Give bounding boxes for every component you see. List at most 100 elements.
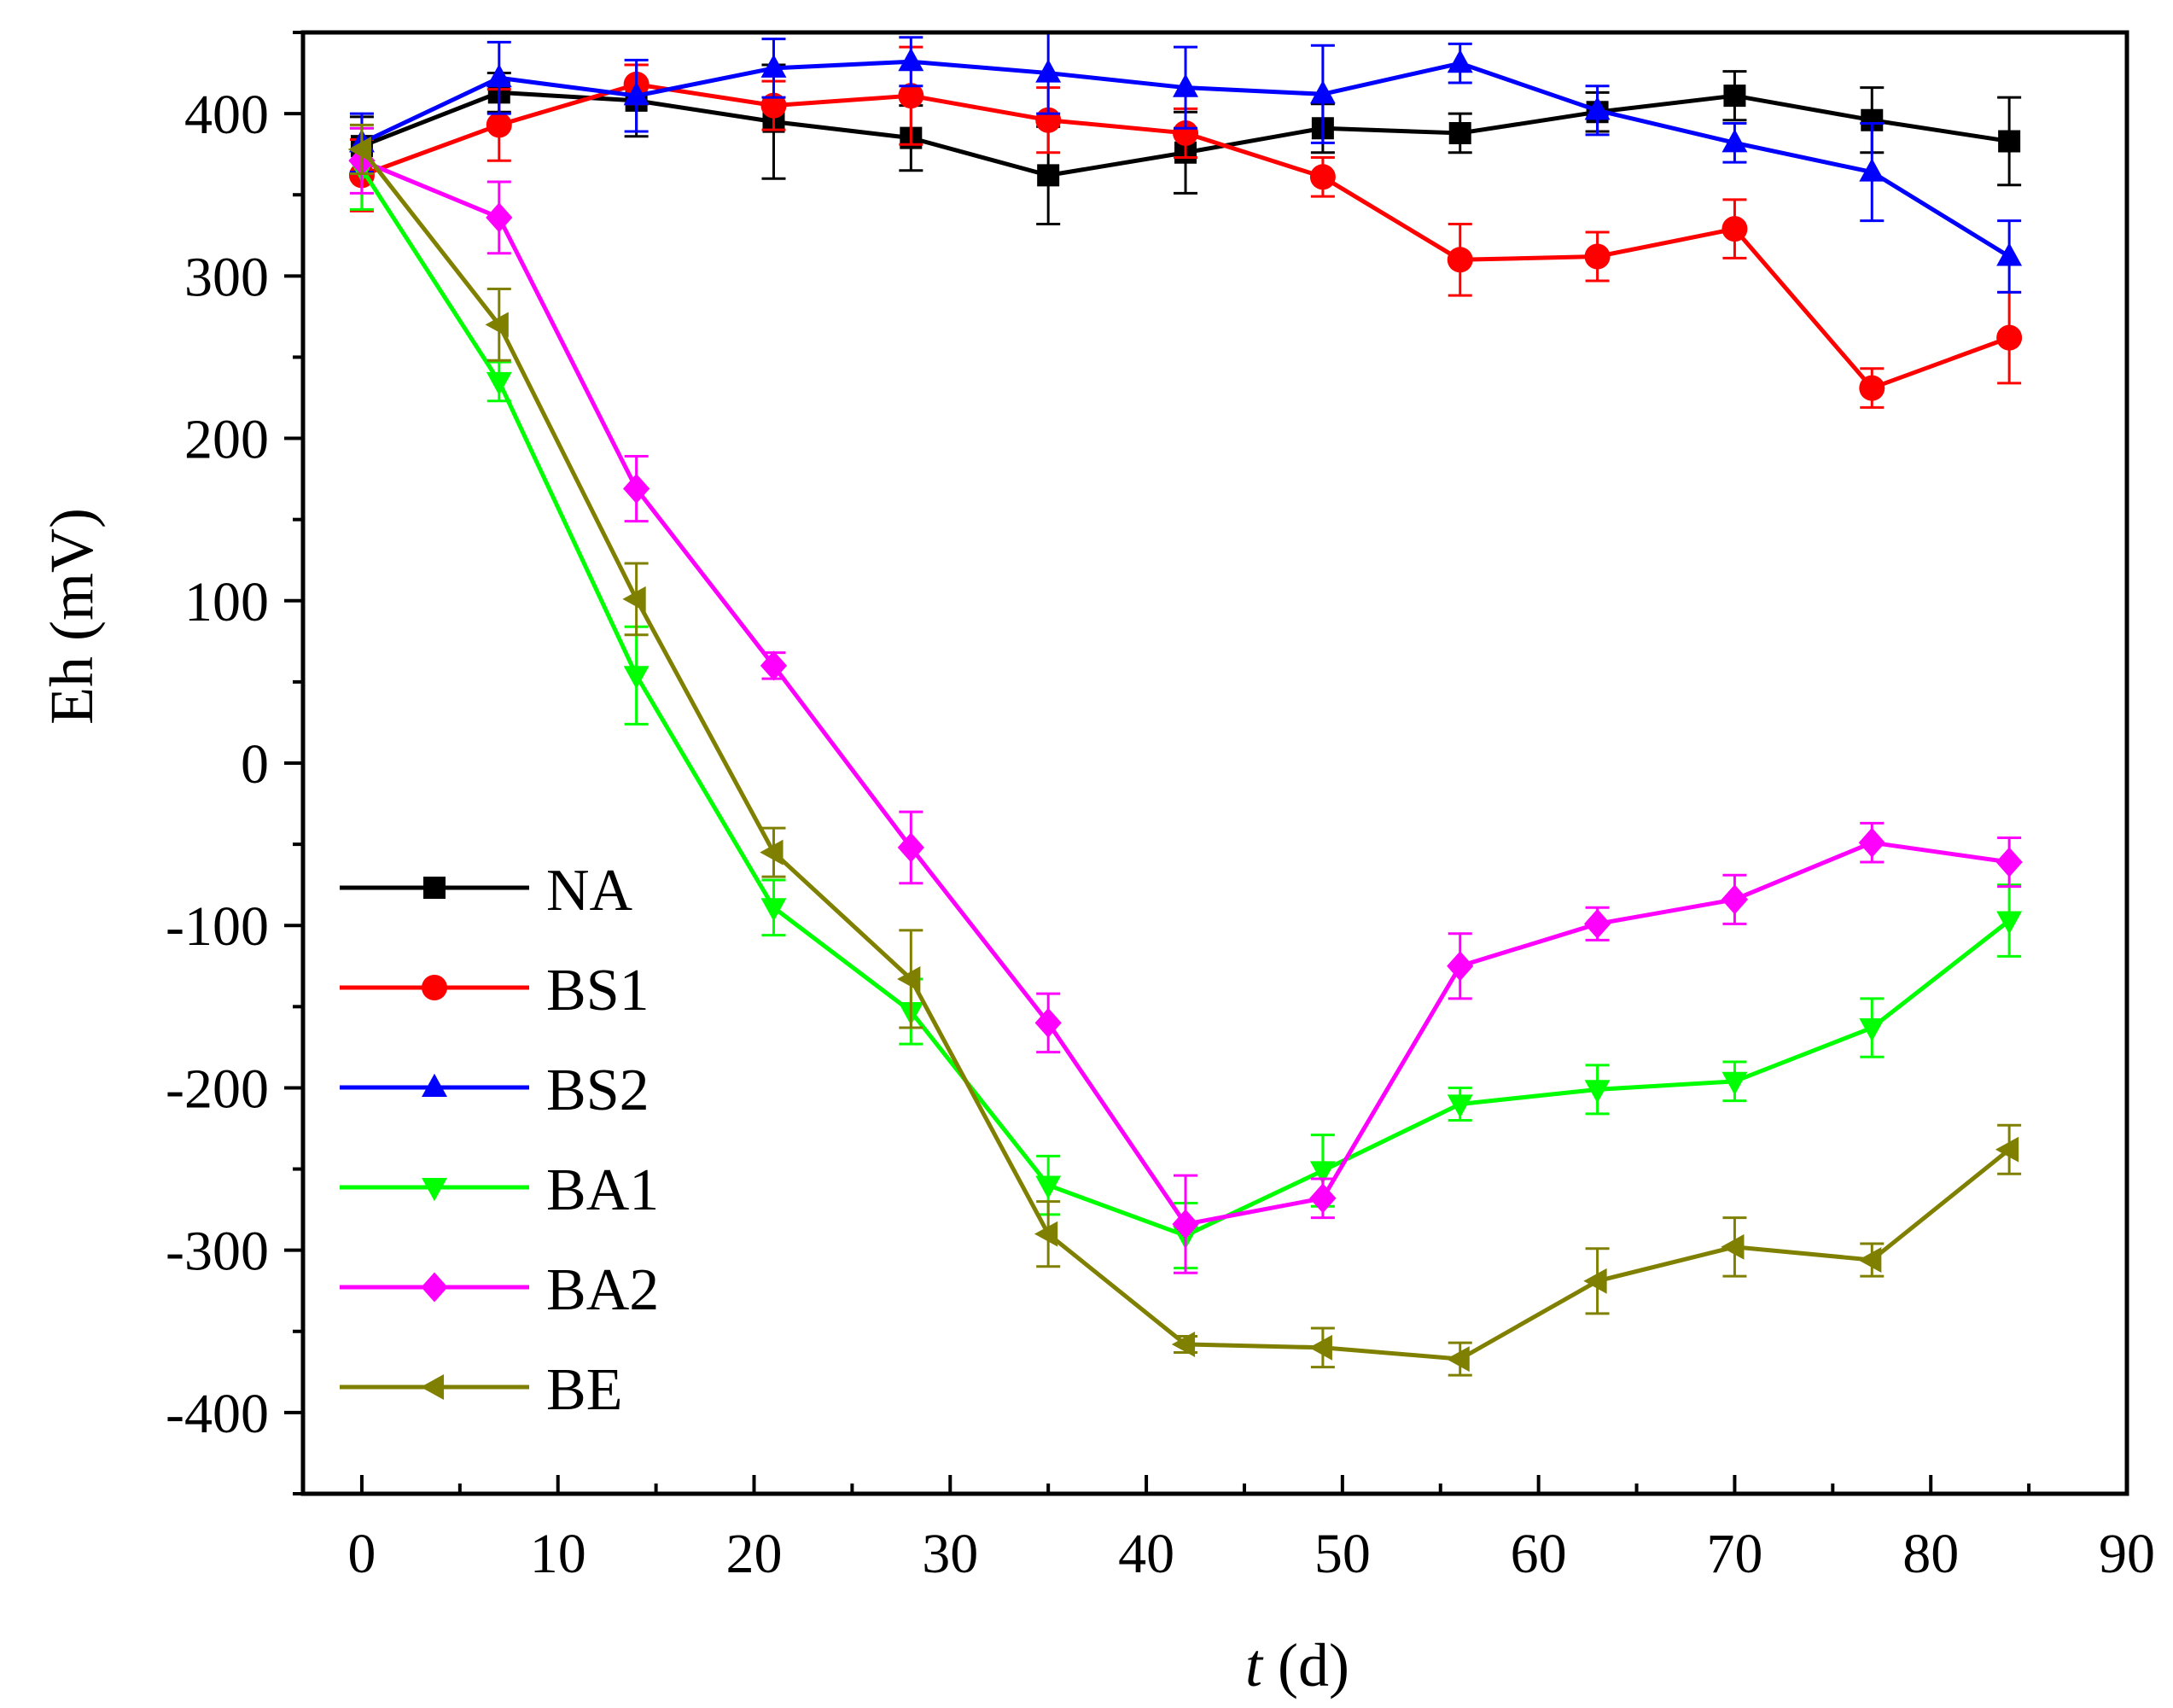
data-point-be [897,966,921,992]
data-point-ba1 [1035,1175,1062,1199]
data-point-be [1995,1136,2019,1163]
data-point-na [1861,108,1884,131]
x-tick-label: 70 [1706,1523,1762,1585]
tick-layer: 0 10 20 30 40 50 60 70 80 90 -400 -300 -200 -100 0 100 2… [166,31,2155,1585]
legend-item-ba2: BA2 [340,1257,659,1323]
data-point-ba2 [760,650,788,681]
data-point-bs2 [1447,49,1473,73]
data-point-ba2 [1309,1183,1337,1214]
y-tick-label: 0 [241,733,269,796]
data-point-na [1448,121,1471,144]
legend-label-na: NA [546,858,633,924]
y-axis-title: Eh (mV) [38,508,106,725]
x-axis-unit: (d) [1262,1631,1349,1699]
x-tick-label: 90 [2099,1523,2155,1585]
legend-item-be: BE [340,1357,622,1423]
x-axis-title: t (d) [1245,1631,1349,1699]
data-point-ba1 [1722,1071,1748,1096]
data-point-ba2 [1034,1007,1062,1038]
legend-marker-bs1 [422,975,447,1000]
data-point-bs1 [1584,243,1611,270]
data-point-bs1 [1447,247,1473,273]
legend: NA BS1 BS2 BA1 BA2 BE [340,858,659,1423]
y-tick-label: 100 [184,571,269,633]
data-point-na [1723,85,1746,108]
data-point-na [1037,164,1060,187]
x-tick-label: 60 [1511,1523,1567,1585]
x-tick-label: 80 [1902,1523,1959,1585]
data-point-ba2 [1858,827,1885,858]
data-point-ba1 [1309,1161,1336,1185]
legend-marker-be [420,1374,445,1400]
data-point-ba1 [486,371,512,396]
data-point-ba2 [623,473,650,504]
data-point-ba1 [1584,1080,1611,1104]
data-point-bs1 [1722,216,1748,242]
legend-item-na: NA [340,858,633,924]
legend-label-bs2: BS2 [546,1058,650,1123]
data-point-bs2 [760,54,787,78]
x-tick-label: 10 [530,1523,586,1585]
data-point-be [485,312,509,338]
data-point-bs1 [486,112,512,138]
data-point-bs1 [760,92,787,119]
legend-label-be: BE [546,1357,622,1423]
data-point-ba1 [623,666,650,690]
legend-marker-na [423,877,446,899]
y-tick-label: -100 [166,895,269,958]
data-point-ba1 [1859,1018,1885,1042]
data-point-bs2 [1996,242,2023,266]
data-point-ba2 [486,202,513,233]
data-point-be [1171,1332,1196,1357]
data-point-bs2 [623,81,650,106]
data-point-bs2 [1722,129,1748,153]
legend-item-bs2: BS2 [340,1058,650,1123]
series-be [347,123,2022,1377]
x-axis-variable: t [1245,1631,1264,1699]
y-tick-label: -400 [166,1383,269,1445]
data-point-na [1998,130,2021,153]
legend-marker-ba2 [421,1272,448,1303]
data-point-be [1446,1346,1470,1373]
data-point-ba1 [760,898,787,922]
plot-frame [300,30,2129,1496]
x-tick-label: 30 [922,1523,978,1585]
legend-item-ba1: BA1 [340,1157,659,1223]
data-point-ba2 [897,832,924,863]
data-point-bs1 [898,83,924,109]
y-tick-label: 400 [184,84,269,146]
data-point-ba2 [1583,908,1611,939]
x-tick-label: 40 [1118,1523,1174,1585]
y-tick-label: 200 [184,409,269,471]
y-tick-label: -300 [166,1221,269,1283]
x-tick-label: 0 [347,1523,376,1585]
data-point-be [622,586,646,612]
data-point-ba2 [1995,847,2023,877]
data-point-be [1721,1233,1745,1260]
data-point-bs2 [486,64,512,88]
data-point-bs2 [1584,96,1611,120]
data-point-bs2 [1173,73,1198,97]
legend-marker-ba1 [422,1177,447,1202]
data-point-be [760,839,784,866]
data-point-bs1 [1996,324,2023,351]
data-point-bs2 [1309,80,1336,104]
data-point-bs1 [1859,375,1885,401]
data-point-be [1858,1247,1882,1274]
y-tick-label: -200 [166,1058,269,1120]
legend-label-ba1: BA1 [546,1157,659,1223]
data-point-be [347,137,371,162]
legend-item-bs1: BS1 [340,958,650,1023]
legend-label-bs1: BS1 [546,958,650,1023]
series-ba2 [348,126,2023,1274]
data-point-bs1 [1173,120,1199,146]
data-point-bs2 [1035,59,1062,83]
data-point-bs2 [1859,158,1885,182]
data-point-be [1034,1221,1058,1247]
data-point-be [1308,1334,1332,1361]
legend-marker-bs2 [422,1073,447,1098]
data-point-ba1 [1447,1094,1473,1118]
x-tick-label: 50 [1314,1523,1371,1585]
data-point-be [1583,1268,1607,1294]
